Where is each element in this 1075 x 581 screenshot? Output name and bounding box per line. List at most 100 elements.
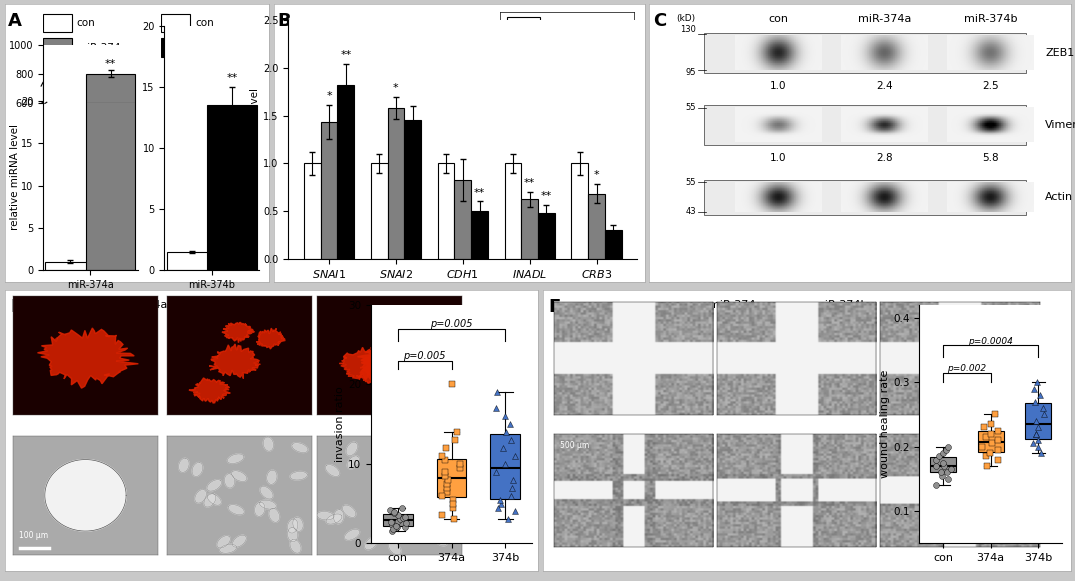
Point [989, 455, 1006, 464]
Point [384, 526, 401, 536]
Point [506, 507, 524, 516]
Polygon shape [45, 460, 126, 531]
Text: 130: 130 [680, 25, 697, 34]
Text: con: con [547, 21, 565, 31]
Text: 2.8: 2.8 [876, 153, 892, 163]
Bar [704, 33, 1026, 73]
Polygon shape [373, 436, 383, 450]
Text: p=0.005: p=0.005 [430, 319, 473, 329]
Point [391, 515, 408, 524]
Polygon shape [340, 347, 391, 380]
Polygon shape [189, 378, 230, 403]
Point [398, 519, 415, 528]
Point [487, 467, 504, 476]
Point [943, 465, 960, 474]
Bar [538, 213, 555, 259]
Point [502, 419, 519, 429]
Polygon shape [259, 500, 276, 509]
Point [930, 451, 947, 461]
Polygon shape [386, 508, 397, 522]
Point [397, 523, 414, 532]
Bar [605, 230, 621, 259]
Text: 43: 43 [686, 207, 697, 216]
Polygon shape [192, 462, 203, 476]
Polygon shape [333, 510, 344, 524]
Text: miR-374b: miR-374b [207, 300, 261, 310]
Text: 0 h: 0 h [564, 352, 582, 362]
PathPatch shape [436, 459, 467, 497]
Point [500, 515, 517, 524]
Point [934, 449, 951, 458]
Polygon shape [358, 365, 393, 384]
Point [1034, 403, 1051, 413]
Text: p=0.005: p=0.005 [403, 351, 446, 361]
Point [385, 524, 402, 533]
Y-axis label: wound healing rate: wound healing rate [880, 370, 890, 478]
Point [989, 445, 1006, 454]
Point [1029, 378, 1046, 387]
Point [381, 505, 398, 515]
Text: miR-374a: miR-374a [708, 300, 762, 310]
Y-axis label: invasion ratio: invasion ratio [335, 386, 345, 462]
Polygon shape [326, 514, 342, 524]
Text: miR-374b: miR-374b [195, 42, 245, 53]
Polygon shape [228, 505, 244, 515]
Polygon shape [326, 465, 340, 476]
Polygon shape [290, 539, 301, 553]
Point [397, 512, 414, 522]
Bar [371, 163, 388, 259]
Polygon shape [373, 361, 429, 393]
Point [983, 429, 1000, 439]
Text: **: ** [524, 178, 535, 188]
Point [1035, 410, 1052, 419]
Point [436, 471, 454, 480]
Text: con: con [76, 18, 96, 28]
Polygon shape [221, 322, 255, 343]
Bar [304, 163, 320, 259]
Text: miR-374b: miR-374b [815, 300, 868, 310]
Polygon shape [210, 344, 260, 379]
Text: (kD): (kD) [676, 14, 696, 23]
Bar [704, 180, 1026, 214]
Text: 1.0: 1.0 [771, 81, 787, 91]
PathPatch shape [977, 431, 1004, 452]
Polygon shape [269, 508, 280, 522]
Point [489, 503, 506, 512]
Text: *: * [326, 91, 332, 101]
Point [1031, 390, 1048, 400]
Bar [161, 13, 190, 33]
Text: **: ** [105, 59, 116, 69]
Point [389, 511, 406, 520]
Text: miR-374a: miR-374a [114, 300, 168, 310]
Polygon shape [256, 328, 285, 349]
Point [489, 388, 506, 397]
Point [438, 443, 455, 453]
Polygon shape [404, 523, 416, 536]
Text: *: * [593, 170, 600, 181]
Text: miR-374a: miR-374a [858, 14, 912, 24]
Polygon shape [360, 354, 397, 377]
Polygon shape [255, 502, 264, 517]
Point [385, 508, 402, 518]
Polygon shape [415, 462, 431, 472]
Point [927, 480, 944, 490]
Point [1033, 449, 1050, 458]
Point [974, 442, 991, 451]
Polygon shape [232, 535, 246, 547]
Point [1029, 423, 1046, 432]
Bar [404, 120, 421, 259]
Bar [388, 108, 404, 259]
Text: con: con [620, 300, 640, 310]
Point [385, 508, 402, 517]
Polygon shape [291, 443, 307, 453]
Text: 100 μm: 100 μm [18, 531, 47, 540]
Point [927, 461, 944, 471]
Bar [521, 199, 538, 259]
Point [488, 404, 505, 413]
Text: 95: 95 [686, 67, 697, 77]
Text: **: ** [541, 191, 551, 202]
Bar [504, 163, 521, 259]
Polygon shape [347, 456, 359, 469]
Text: 2.5: 2.5 [983, 81, 999, 91]
Bar [43, 13, 72, 33]
